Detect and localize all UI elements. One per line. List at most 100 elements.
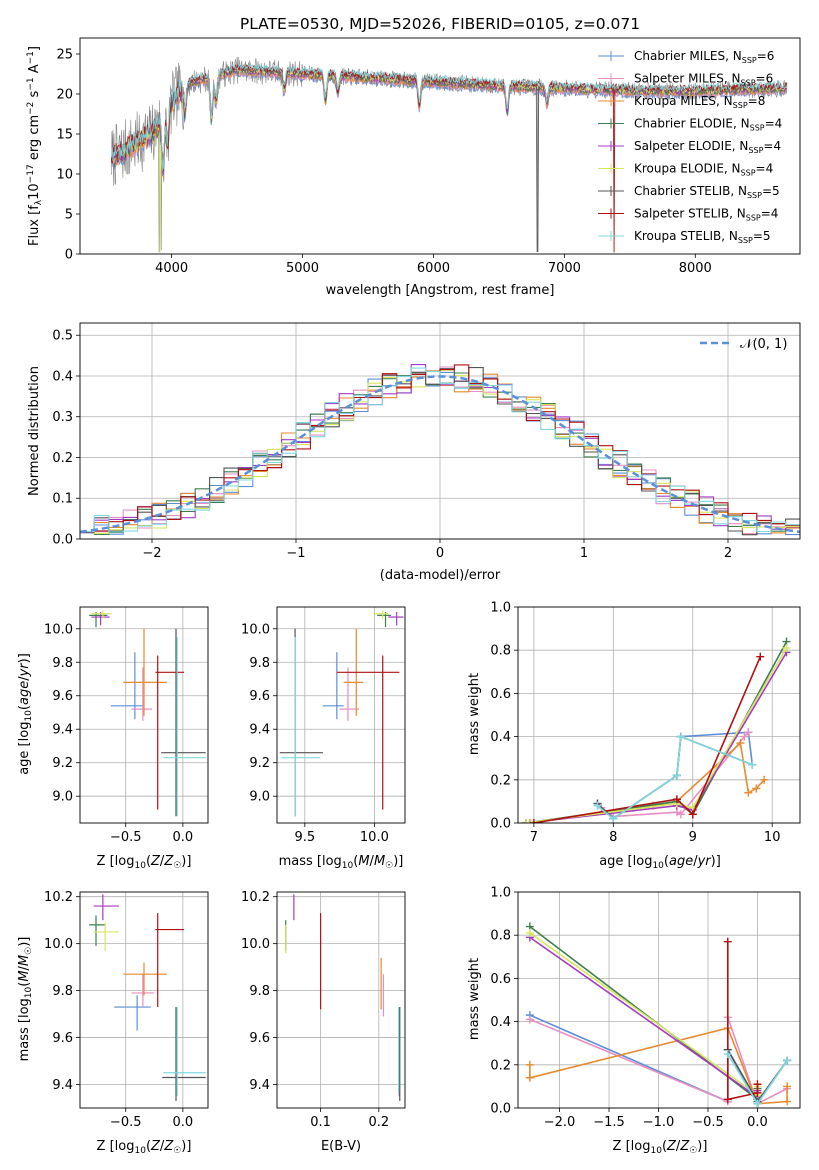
y-tick-label: 0.6 xyxy=(490,687,511,702)
x-tick-label: −1.0 xyxy=(643,1115,675,1130)
y-tick-label: 9.6 xyxy=(249,1031,270,1046)
x-tick-label: −2.0 xyxy=(544,1115,576,1130)
x-tick-label: 2 xyxy=(724,546,732,561)
y-tick-label: 0.4 xyxy=(490,730,511,745)
y-tick-label: 0.0 xyxy=(490,817,511,832)
x-tick-label: 9.5 xyxy=(294,830,315,845)
weight-point-8-0 xyxy=(723,1050,732,1058)
x-tick-label: −1.5 xyxy=(593,1115,625,1130)
y-tick-label: 9.4 xyxy=(52,723,73,738)
residual-histogram-7 xyxy=(80,364,800,533)
y-tick-label: 9.0 xyxy=(52,790,73,805)
weight-point-8-2 xyxy=(783,1056,792,1065)
y-tick-label: 5 xyxy=(65,208,73,223)
weight-point-7-2 xyxy=(753,1088,762,1097)
mass-vs-extinction-panel: 0.1 0.2 9.4 9.6 9.8 10.0 10.2 xyxy=(241,890,406,1130)
y-tick-label: 0.6 xyxy=(490,972,511,987)
y-tick-label: 9.0 xyxy=(249,790,270,805)
y-tick-label: 0.0 xyxy=(490,1102,511,1117)
y-tick-label: 0.1 xyxy=(52,492,73,507)
weight-line-4 xyxy=(525,651,788,823)
mass-vs-EBV-xlabel: E(B-V) xyxy=(321,1139,361,1154)
x-tick-label: 4000 xyxy=(155,261,188,276)
x-tick-label: −1 xyxy=(286,546,305,561)
x-tick-label: 7 xyxy=(530,830,538,845)
y-tick-label: 0.2 xyxy=(490,1058,511,1073)
x-tick-label: 6000 xyxy=(417,261,450,276)
plot-area xyxy=(80,364,800,536)
y-tick-label: 9.8 xyxy=(249,984,270,999)
y-tick-label: 10.0 xyxy=(241,937,270,952)
plot-area xyxy=(285,894,401,1101)
plot-area xyxy=(89,610,206,817)
age-vs-mass-panel: 9.5 10.0 9.0 9.2 9.4 9.6 9.8 10.0 xyxy=(241,606,406,845)
weight-point-7-2 xyxy=(688,810,697,819)
weight-point-5-0 xyxy=(521,819,530,823)
residual-histogram-panel: −2 −1 0 1 2 0.0 0.1 0.2 0.3 0.4 0.5 xyxy=(52,322,801,561)
mass-weight-vs-age-panel: 7 8 9 10 0.0 0.2 0.4 0.6 0.8 1.0 xyxy=(490,601,801,845)
y-tick-label: 0.0 xyxy=(52,533,73,548)
x-tick-label: −0.5 xyxy=(110,1115,142,1130)
y-tick-label: 1.0 xyxy=(490,601,511,616)
y-tick-label: 9.6 xyxy=(249,689,270,704)
x-tick-label: 0.0 xyxy=(173,1115,194,1130)
x-tick-label: 0.2 xyxy=(368,1115,389,1130)
weight-vs-age-xlabel: age [log10(age/yr)] xyxy=(599,854,721,871)
x-tick-label: 8000 xyxy=(679,261,712,276)
weight-line-5 xyxy=(529,932,759,1097)
weight-point-8-3 xyxy=(676,732,685,741)
weight-line-7 xyxy=(533,656,762,823)
legend-label-7: Salpeter STELIB, NSSP=4 xyxy=(634,207,778,223)
legend-label-1: Salpeter MILES, NSSP=6 xyxy=(634,72,773,88)
gaussian-legend-label: 𝒩(0, 1) xyxy=(740,337,787,352)
weight-line-5 xyxy=(525,647,788,823)
x-tick-label: 0.0 xyxy=(747,1115,768,1130)
y-tick-label: 15 xyxy=(56,128,73,143)
y-tick-label: 10.0 xyxy=(44,622,73,637)
y-tick-label: 9.4 xyxy=(52,1078,73,1093)
weight-point-2-1 xyxy=(525,1073,534,1082)
x-tick-label: 0 xyxy=(436,546,444,561)
axes-frame xyxy=(517,891,801,1109)
weight-point-7-0 xyxy=(529,819,538,823)
weight-point-2-6 xyxy=(760,775,769,784)
plot-area xyxy=(521,637,791,823)
weight-point-1-4 xyxy=(740,732,749,741)
model-spectrum-8 xyxy=(110,63,788,169)
weight-point-5-3 xyxy=(782,644,791,653)
weight-point-8-0 xyxy=(593,801,602,810)
weight-line-7 xyxy=(726,941,759,1101)
x-tick-label: −0.5 xyxy=(110,830,142,845)
y-tick-label: 10.2 xyxy=(44,890,73,905)
weight-point-8-4 xyxy=(748,760,757,769)
x-tick-label: 7000 xyxy=(548,261,581,276)
y-tick-label: 9.6 xyxy=(52,1031,73,1046)
weight-point-8-1 xyxy=(609,814,618,823)
weight-point-2-5 xyxy=(752,784,761,793)
figure-title: PLATE=0530, MJD=52026, FIBERID=0105, z=0… xyxy=(240,15,640,33)
y-tick-label: 9.2 xyxy=(249,756,270,771)
age-vs-mass-xlabel: mass [log10(M/M☉)] xyxy=(279,854,404,871)
y-tick-label: 10.0 xyxy=(44,937,73,952)
y-tick-label: 9.4 xyxy=(249,723,270,738)
weight-point-7-0 xyxy=(723,937,732,946)
axes-frame xyxy=(517,606,801,824)
y-tick-label: 20 xyxy=(56,88,73,103)
y-tick-label: 10 xyxy=(56,168,73,183)
x-tick-label: 9 xyxy=(689,830,697,845)
residual-xlabel: (data-model)/error xyxy=(380,568,501,583)
spectrum-ylabel: Flux [fλ10−17 erg cm−2 s−1 A−1] xyxy=(26,46,44,246)
y-tick-label: 0.4 xyxy=(52,369,73,384)
x-tick-label: 0.0 xyxy=(173,830,194,845)
y-tick-label: 10.2 xyxy=(241,890,270,905)
plot-area xyxy=(279,610,404,817)
x-tick-label: 5000 xyxy=(286,261,319,276)
legend-label-6: Chabrier STELIB, NSSP=5 xyxy=(634,184,780,200)
mass-weight-vs-metallicity-panel: −2.0 −1.5 −1.0 −0.5 0.0 0.0 0.2 0.4 0.6 0.8 1.0 xyxy=(490,886,801,1130)
plot-area xyxy=(525,922,792,1108)
axes-frame xyxy=(276,606,406,824)
y-tick-label: 9.6 xyxy=(52,689,73,704)
legend-label-5: Kroupa ELODIE, NSSP=4 xyxy=(634,162,773,178)
weight-line-4 xyxy=(529,936,759,1099)
